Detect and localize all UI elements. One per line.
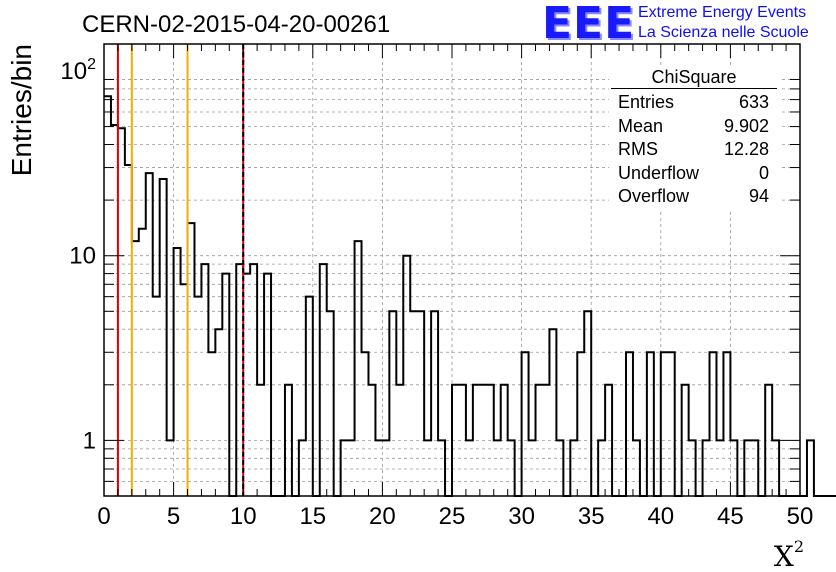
y-axis-label: Entries/bin: [6, 44, 37, 176]
stats-row-rms: RMS 12.28: [609, 138, 779, 162]
x-tick-label: 5: [167, 503, 180, 530]
logo-subtitle-line2: La Scienza nelle Scuole: [638, 24, 809, 41]
x-tick-label: 30: [508, 503, 535, 530]
stats-row-underflow: Underflow 0: [609, 162, 779, 186]
stats-value: 94: [748, 186, 769, 206]
stats-value: 12.28: [723, 139, 769, 159]
run-title: CERN-02-2015-04-20-00261: [82, 11, 391, 38]
stats-label: RMS: [618, 139, 658, 159]
x-tick-label: 15: [299, 503, 326, 530]
eee-logo: EEE Extreme Energy Events La Scienza nel…: [542, 0, 832, 49]
stats-value: 633: [738, 92, 769, 112]
x-tick-label: 50: [787, 503, 814, 530]
stats-label: Overflow: [618, 186, 690, 206]
x-tick-label: 45: [717, 503, 744, 530]
x-tick-label: 10: [230, 503, 257, 530]
x-tick-label: 20: [369, 503, 396, 530]
stats-row-entries: Entries 633: [609, 91, 779, 115]
stats-row-mean: Mean 9.902: [609, 115, 779, 139]
stats-box-title: ChiSquare: [611, 66, 777, 89]
logo-subtitle-line1: Extreme Energy Events: [638, 4, 807, 21]
y-tick-label: 102: [60, 56, 96, 85]
x-tick-label: 0: [97, 503, 110, 530]
y-tick-label: 1: [83, 427, 96, 454]
y-tick-label: 10: [69, 243, 96, 270]
stats-value: 0: [758, 162, 769, 183]
stats-box: ChiSquare Entries 633 Mean 9.902 RMS 12.…: [609, 66, 779, 209]
x-tick-label: 40: [647, 503, 674, 530]
x-tick-label: 25: [439, 503, 466, 530]
histogram-outline: [104, 95, 836, 497]
x-axis-label: X2: [774, 537, 804, 572]
stats-row-overflow: Overflow 94: [609, 185, 779, 209]
eee-logo-mark: EEE: [542, 0, 636, 49]
stats-value: 9.902: [723, 115, 769, 136]
x-tick-label: 35: [578, 503, 605, 530]
stats-label: Entries: [618, 92, 675, 112]
stats-label: Underflow: [618, 162, 700, 183]
stats-label: Mean: [618, 115, 664, 136]
